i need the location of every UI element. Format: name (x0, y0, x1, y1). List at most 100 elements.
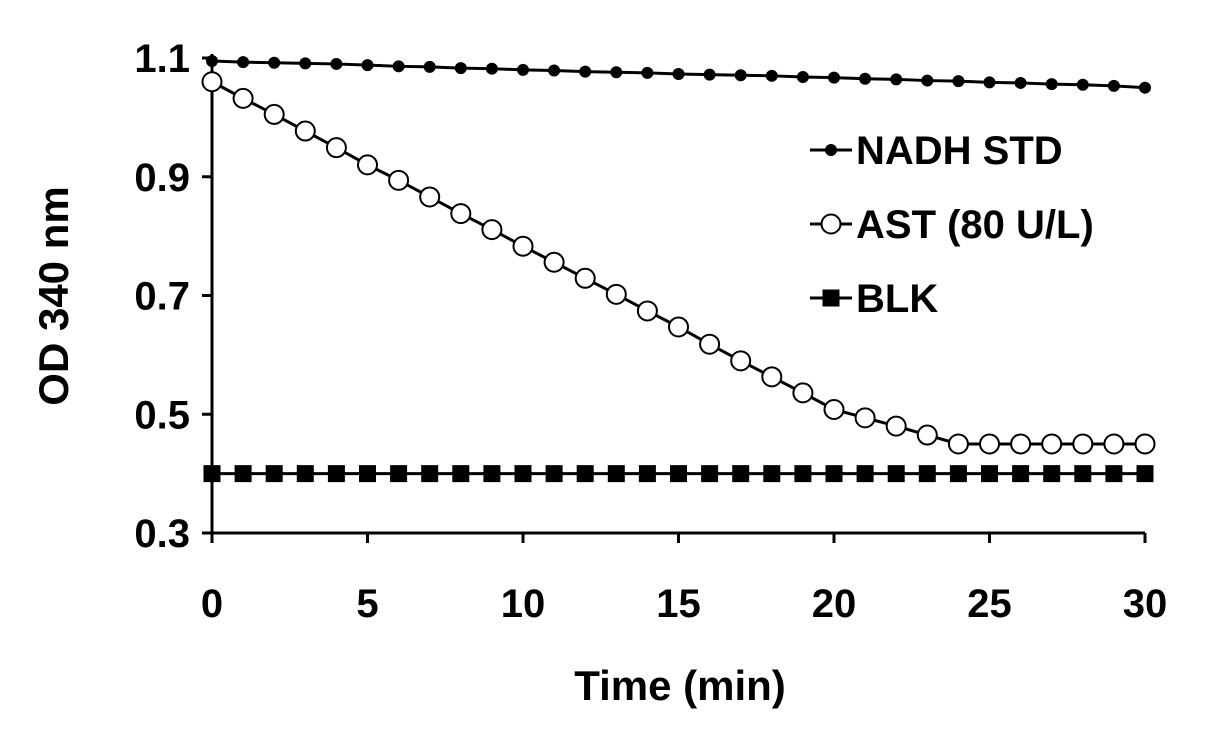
x-tick-label: 15 (656, 582, 701, 626)
data-point-blk (701, 465, 719, 483)
data-point-ast-80-u-l (916, 424, 938, 446)
data-point-ast-80-u-l (419, 186, 441, 208)
x-tick-label: 30 (1123, 582, 1168, 626)
data-point-ast-80-u-l (947, 433, 969, 455)
data-point-nadh-std (454, 62, 467, 75)
data-point-ast-80-u-l (481, 219, 503, 241)
data-point-nadh-std (672, 68, 685, 81)
data-point-ast-80-u-l (388, 169, 410, 191)
legend: NADH STD AST (80 U/L) BLK (810, 129, 1094, 321)
legend-item-nadh-std: NADH STD (810, 129, 1063, 173)
data-point-nadh-std (765, 69, 778, 82)
data-point-ast-80-u-l (885, 415, 907, 437)
legend-label: NADH STD (856, 129, 1063, 173)
data-point-nadh-std (299, 57, 312, 70)
data-point-blk (981, 465, 998, 483)
data-point-nadh-std (392, 60, 405, 73)
data-point-blk (576, 465, 594, 483)
data-point-nadh-std (361, 59, 374, 72)
data-point-ast-80-u-l (512, 235, 534, 257)
data-point-blk (545, 465, 563, 483)
data-point-blk (1105, 465, 1123, 483)
data-point-ast-80-u-l (1010, 433, 1032, 455)
data-point-ast-80-u-l (263, 103, 285, 125)
data-point-blk (421, 465, 439, 483)
y-tick-label: 1.1 (134, 37, 190, 81)
y-tick-label: 0.7 (134, 275, 190, 319)
x-tick-label: 20 (812, 582, 857, 626)
data-point-blk (296, 465, 314, 483)
data-point-nadh-std (921, 74, 934, 87)
data-point-nadh-std (423, 60, 436, 73)
data-point-ast-80-u-l (450, 203, 472, 225)
data-point-blk (265, 465, 283, 483)
y-tick-label: 0.5 (134, 393, 190, 437)
data-point-blk (483, 465, 501, 483)
data-point-blk (794, 465, 812, 483)
data-point-blk (732, 465, 750, 483)
data-point-ast-80-u-l (761, 366, 783, 388)
legend-label: BLK (856, 277, 938, 321)
data-point-ast-80-u-l (357, 154, 378, 176)
data-point-ast-80-u-l (1041, 433, 1063, 455)
legend-marker-ast-80-u-l (820, 213, 842, 235)
y-tick-label: 0.3 (134, 512, 190, 556)
data-point-blk (1074, 465, 1092, 483)
legend-item-blk: BLK (810, 277, 938, 321)
data-point-ast-80-u-l (325, 137, 347, 159)
data-point-nadh-std (890, 73, 903, 86)
data-point-nadh-std (1045, 78, 1058, 91)
data-point-nadh-std (485, 62, 498, 75)
data-point-nadh-std (1014, 76, 1027, 89)
data-point-ast-80-u-l (574, 267, 596, 289)
data-point-ast-80-u-l (1103, 433, 1125, 455)
data-point-nadh-std (703, 68, 716, 81)
data-point-blk (1043, 465, 1061, 483)
data-point-nadh-std (641, 66, 654, 79)
data-point-nadh-std (517, 63, 529, 76)
data-point-nadh-std (828, 71, 840, 84)
data-point-blk (359, 465, 376, 483)
data-point-nadh-std (579, 65, 592, 78)
data-point-nadh-std (237, 56, 250, 69)
x-tick-label: 25 (967, 582, 1012, 626)
data-point-ast-80-u-l (699, 333, 721, 355)
data-point-nadh-std (330, 57, 343, 70)
data-point-blk (670, 465, 687, 483)
data-point-nadh-std (1107, 79, 1120, 92)
data-point-ast-80-u-l (979, 433, 1000, 455)
data-point-ast-80-u-l (636, 300, 658, 322)
legend-marker-blk (822, 289, 840, 307)
data-point-nadh-std (952, 75, 965, 88)
data-point-blk (763, 465, 781, 483)
y-tick-label: 0.9 (134, 156, 190, 200)
x-tick-label: 5 (356, 582, 378, 626)
data-point-ast-80-u-l (730, 350, 752, 372)
data-point-blk (452, 465, 470, 483)
data-point-nadh-std (268, 56, 281, 69)
data-point-blk (825, 465, 843, 483)
x-tick-label: 0 (201, 582, 223, 626)
data-point-nadh-std (610, 66, 623, 79)
data-point-nadh-std (1139, 81, 1151, 94)
data-point-ast-80-u-l (792, 382, 814, 404)
data-point-nadh-std (983, 76, 996, 89)
axes: 0.3 0.5 0.7 0.9 1.1 0 5 10 15 20 25 30 (134, 37, 1167, 626)
series-nadh-std (206, 54, 1151, 94)
data-point-blk (1012, 465, 1030, 483)
x-axis-title: Time (min) (574, 662, 786, 709)
data-point-blk (856, 465, 874, 483)
data-point-nadh-std (548, 64, 561, 77)
x-tick-label: 10 (501, 582, 546, 626)
legend-marker-nadh-std (825, 144, 837, 156)
data-point-ast-80-u-l (854, 407, 876, 429)
data-point-blk (514, 465, 532, 483)
legend-item-ast-80-u-l: AST (80 U/L) (810, 203, 1094, 247)
data-point-blk (887, 465, 905, 483)
data-point-ast-80-u-l (543, 251, 565, 273)
data-point-blk (234, 465, 252, 483)
data-point-ast-80-u-l (1134, 433, 1156, 455)
data-point-blk (390, 465, 408, 483)
data-point-ast-80-u-l (201, 71, 223, 93)
